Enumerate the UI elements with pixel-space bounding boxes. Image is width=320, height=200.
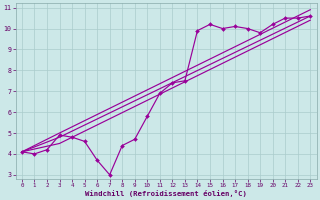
X-axis label: Windchill (Refroidissement éolien,°C): Windchill (Refroidissement éolien,°C) (85, 190, 247, 197)
